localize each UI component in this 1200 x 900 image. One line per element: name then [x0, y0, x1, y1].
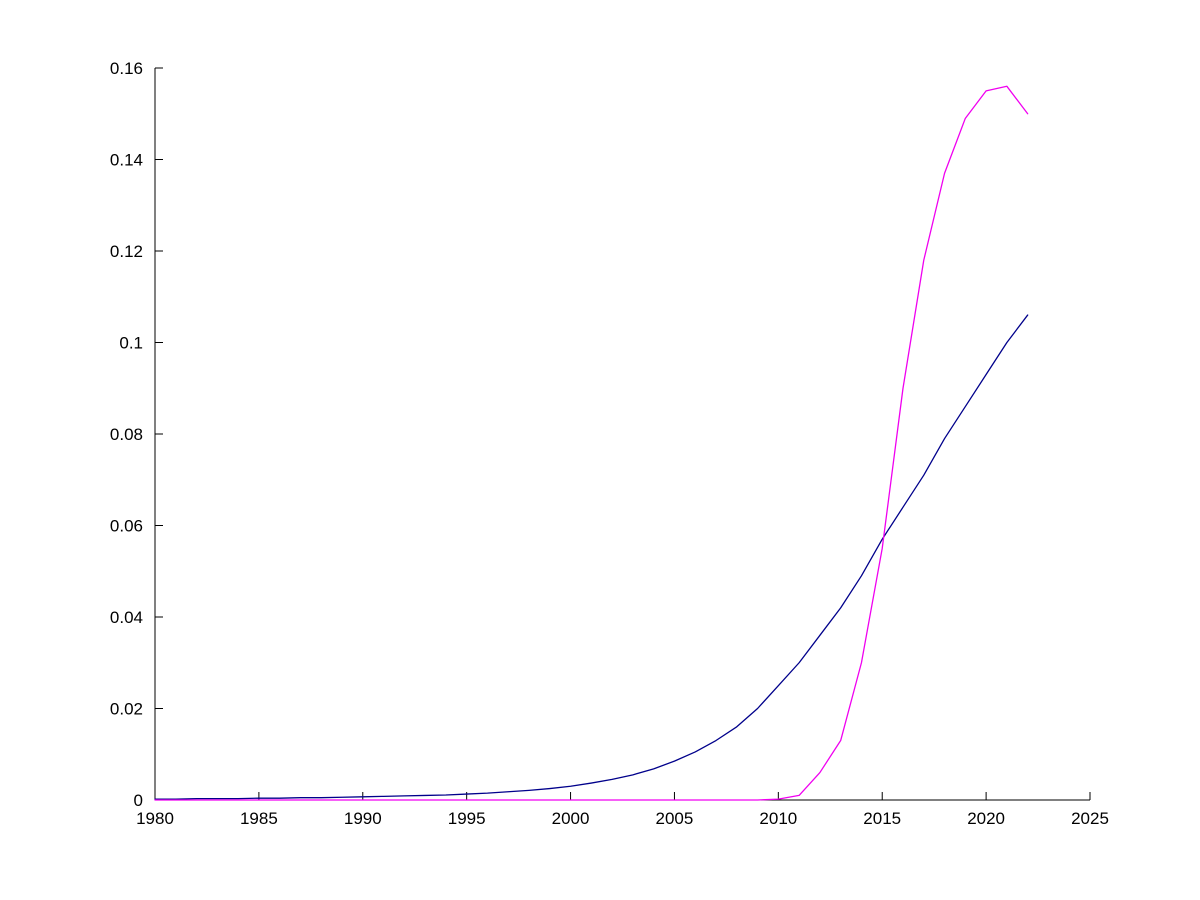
y-tick-label: 0.16: [110, 59, 143, 78]
y-tick-label: 0.06: [110, 517, 143, 536]
x-tick-label: 2025: [1071, 809, 1109, 828]
y-tick-label: 0.12: [110, 242, 143, 261]
x-tick-label: 1990: [344, 809, 382, 828]
y-tick-label: 0: [134, 791, 143, 810]
x-tick-label: 1995: [448, 809, 486, 828]
x-tick-label: 2010: [759, 809, 797, 828]
y-tick-label: 0.02: [110, 700, 143, 719]
y-tick-label: 0.04: [110, 608, 143, 627]
x-tick-label: 2005: [656, 809, 694, 828]
y-tick-label: 0.08: [110, 425, 143, 444]
x-tick-label: 1980: [136, 809, 174, 828]
series-line-magenta-steep: [154, 85, 1029, 801]
series-line-blue-gradual: [154, 314, 1029, 800]
y-tick-label: 0.14: [110, 151, 143, 170]
x-tick-label: 1985: [240, 809, 278, 828]
x-tick-label: 2015: [863, 809, 901, 828]
y-tick-label: 0.1: [119, 334, 143, 353]
x-tick-label: 2020: [967, 809, 1005, 828]
x-tick-label: 2000: [552, 809, 590, 828]
